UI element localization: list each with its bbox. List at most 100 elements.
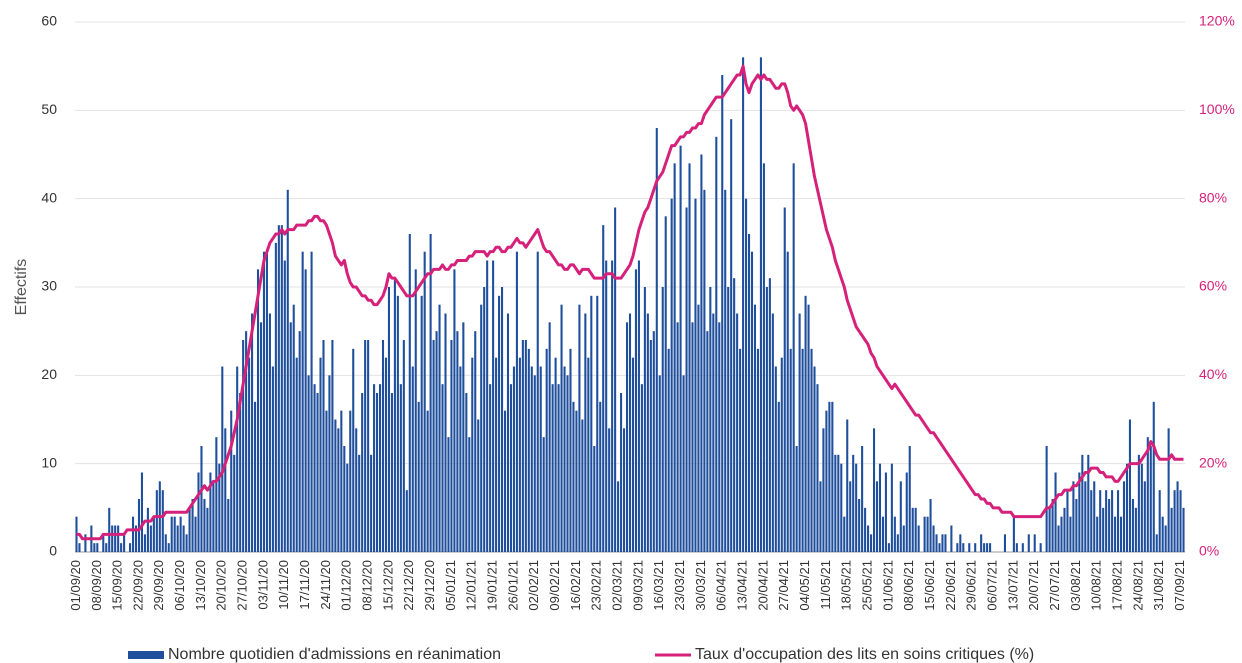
bar [492,260,495,552]
bar [1140,463,1143,552]
bar [1173,490,1176,552]
bar [251,313,254,552]
bar [1048,507,1051,552]
bar [870,534,873,552]
bar [810,348,813,552]
bar [1072,481,1075,552]
bar [271,366,274,552]
bar [1039,543,1042,552]
bar [1176,481,1179,552]
bar [361,393,364,552]
bar [673,163,676,553]
bar [256,269,260,552]
bar [376,393,379,552]
y-tick-label: 40 [41,189,57,205]
bar [456,331,459,552]
x-tick-label: 07/09/21 [1172,560,1187,611]
bar [542,437,545,552]
bar [599,401,602,552]
x-tick-label: 15/06/21 [922,560,937,611]
bar [628,313,632,552]
bar [512,366,515,552]
y2-tick-label: 20% [1199,454,1227,470]
bar [140,472,143,552]
bar [1021,543,1024,552]
x-tick-label: 15/09/20 [110,560,125,611]
bar [697,304,700,552]
x-tick-label: 20/04/21 [755,560,770,611]
bar [1102,507,1105,552]
x-tick-label: 02/03/21 [610,560,625,611]
bar [715,136,718,553]
x-tick-label: 04/05/21 [797,560,812,611]
bar [887,543,890,552]
x-tick-label: 24/08/21 [1130,560,1145,611]
bar [444,313,447,552]
x-tick-label: 08/09/20 [89,560,104,611]
bar [539,366,542,552]
bar [536,251,539,552]
bar [197,472,200,552]
bar [1108,499,1111,552]
bar [405,490,408,552]
bar [1057,525,1060,552]
bar [75,516,78,552]
bar [620,393,623,552]
bar [468,437,471,552]
bar [688,163,691,553]
bar [259,322,263,552]
bar [1182,507,1185,552]
bar [1063,507,1066,552]
bar [533,375,536,552]
bar [337,428,340,552]
bar [1096,516,1099,552]
bar [387,287,390,552]
bar [206,507,209,552]
bar [182,525,185,552]
bar [703,189,706,553]
bar [129,543,132,552]
bar [983,543,986,552]
bar [280,225,283,552]
bar [989,543,992,552]
bar [974,543,977,552]
bar [634,269,637,552]
bar [753,304,757,552]
line [76,64,1184,541]
x-tick-label: 13/10/20 [193,560,208,611]
bar [134,525,138,552]
bar [233,454,236,552]
bar [221,366,224,552]
bar [602,225,605,552]
bar [331,340,334,552]
x-tick-label: 03/08/21 [1068,560,1083,611]
bar [289,322,292,552]
bar [1161,516,1164,552]
bar [563,366,566,552]
bar [762,163,765,553]
bar [596,295,599,552]
bar [578,304,581,552]
bar [390,393,393,552]
bar [373,384,376,552]
bar [480,304,483,552]
bar [78,543,81,552]
x-tick-label: 22/12/20 [401,560,416,611]
bar [655,128,658,552]
bar [301,251,304,552]
bar [298,331,301,552]
bar [1093,481,1096,552]
bar [170,516,173,552]
bar [1027,534,1030,552]
bar [1033,534,1036,552]
bar [807,304,810,552]
y2-tick-label: 40% [1199,366,1227,382]
x-tick-label: 17/08/21 [1109,560,1124,611]
bar [771,313,774,552]
bar [551,384,554,552]
bar [1060,516,1063,552]
bar [152,516,155,552]
bar [774,366,777,552]
bar [429,234,432,552]
bar [304,269,307,552]
